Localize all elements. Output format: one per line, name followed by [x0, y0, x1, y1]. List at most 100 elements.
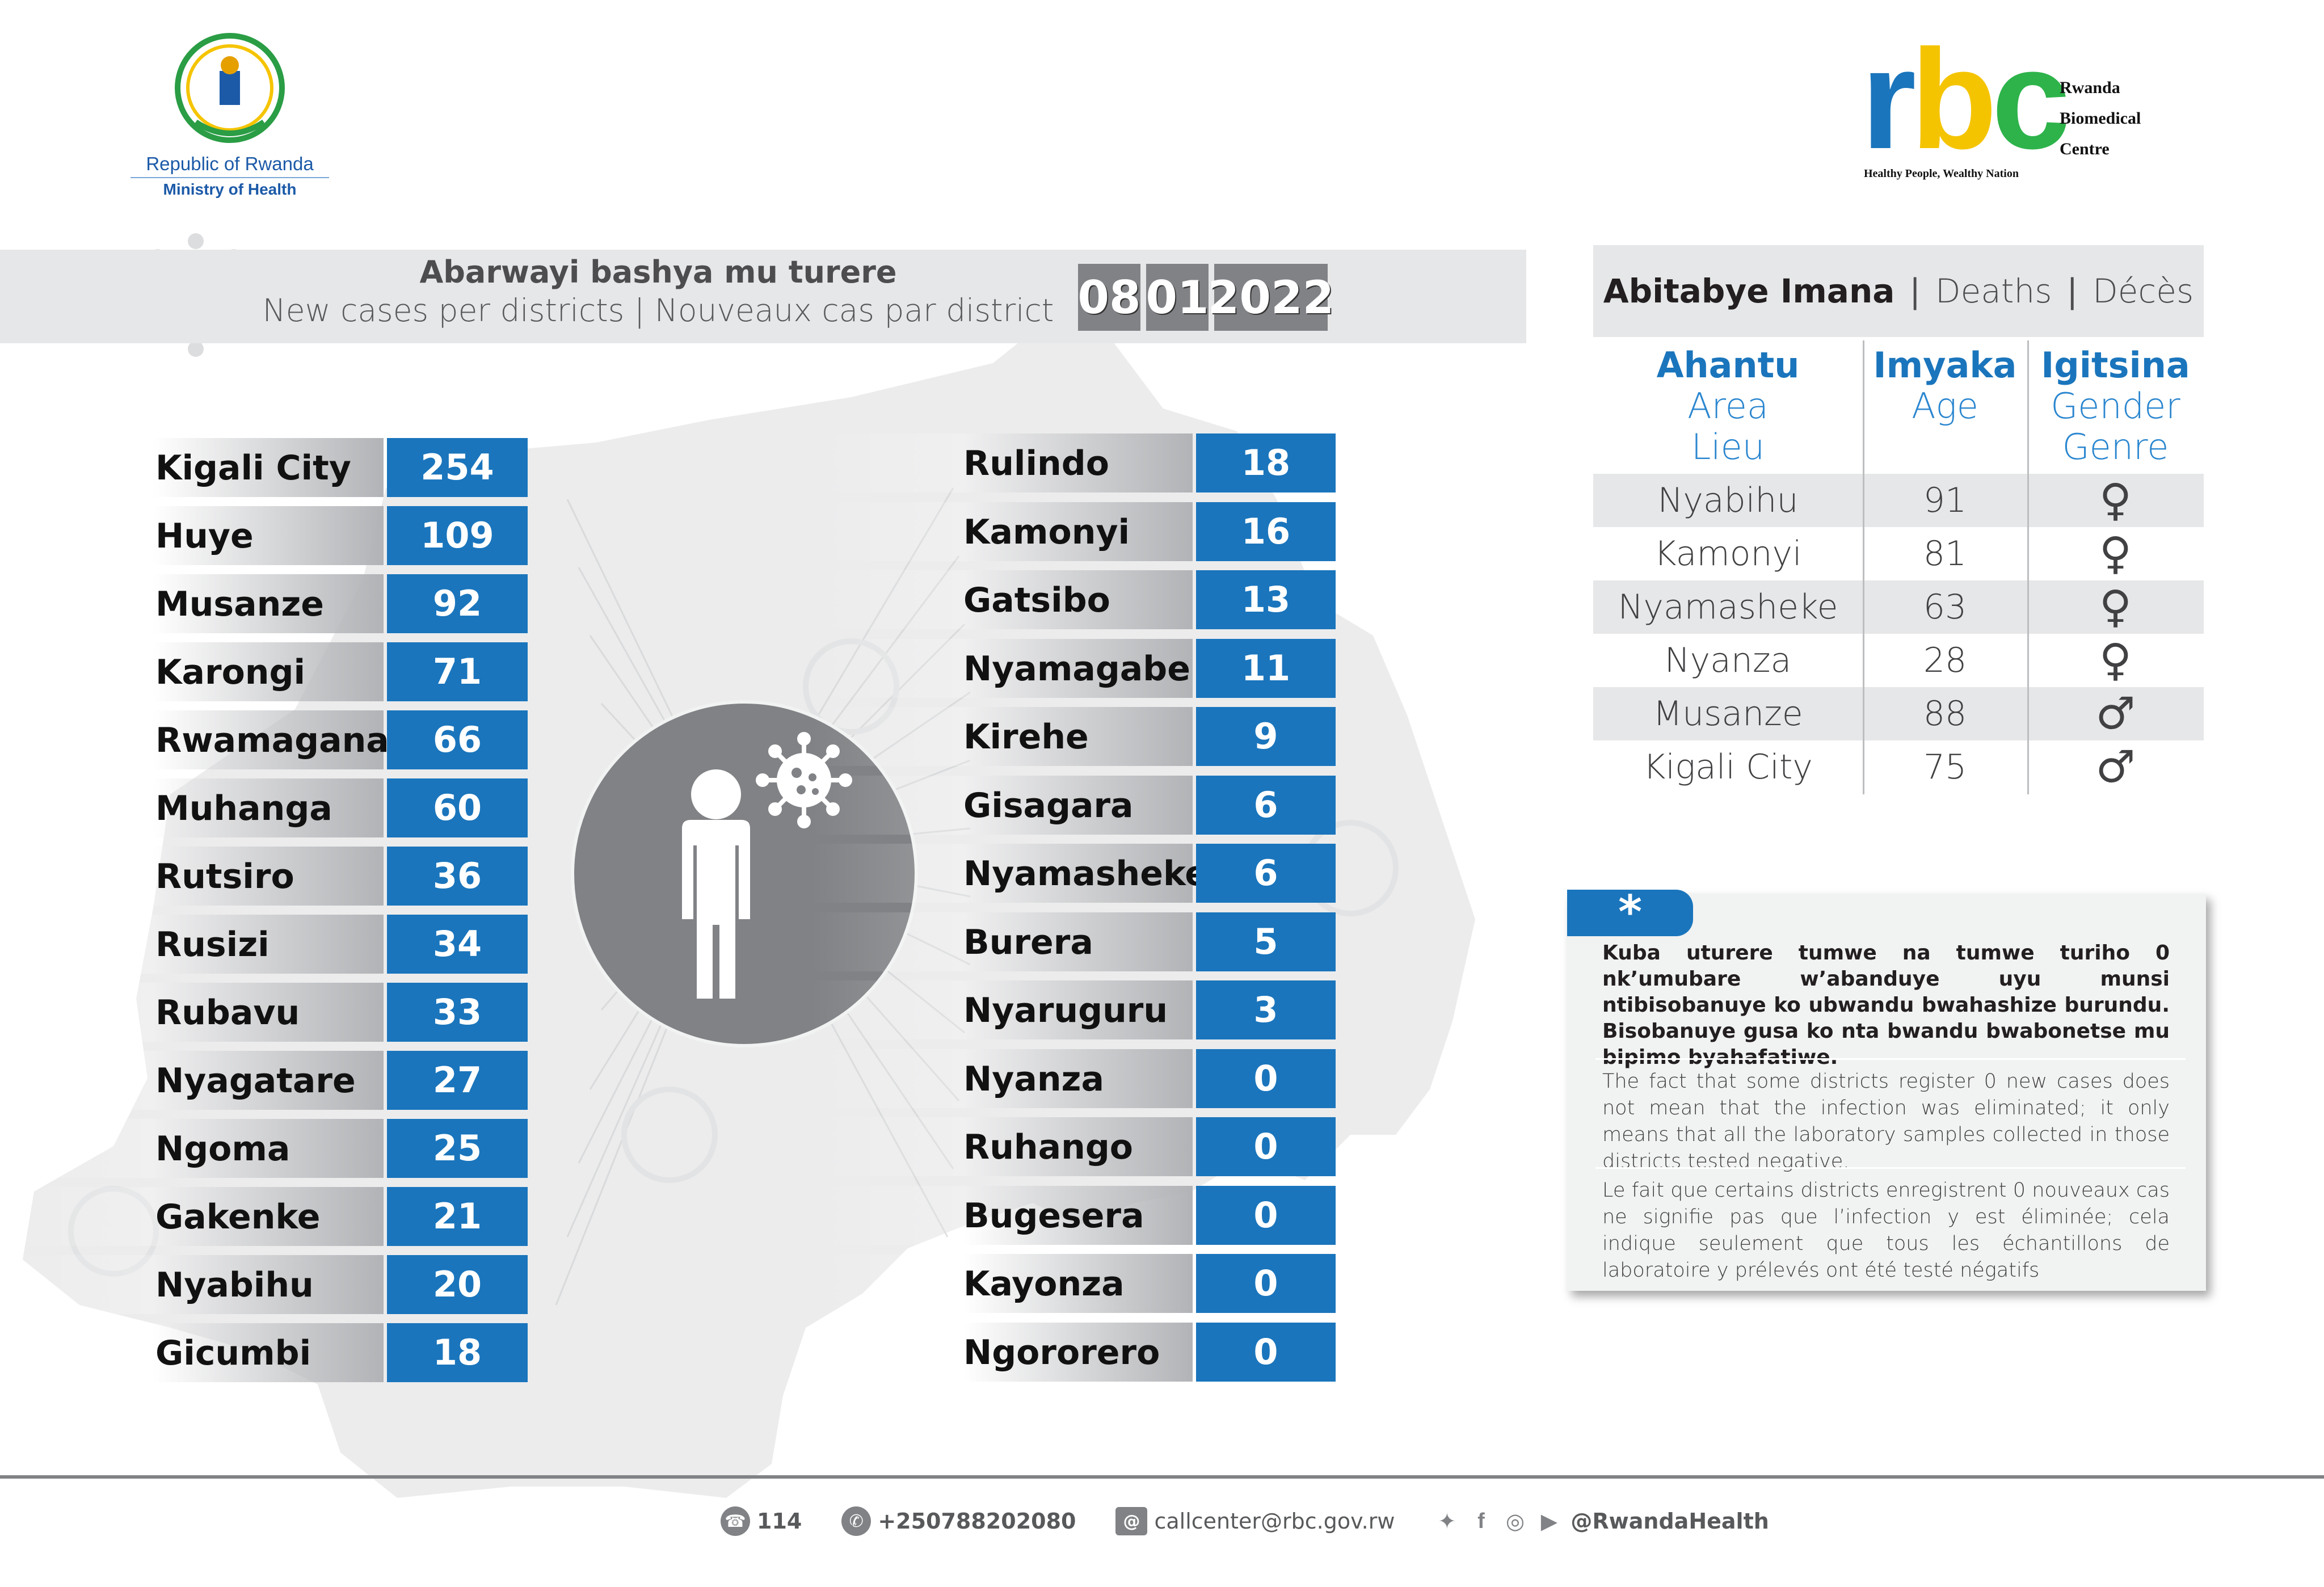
district-cases: 0	[1196, 1322, 1336, 1382]
district-cases: 13	[1196, 570, 1336, 629]
death-gender-icon: ♀	[2099, 528, 2132, 579]
district-row: Kayonza 0	[811, 1254, 1336, 1313]
twitter-icon[interactable]: ✦	[1438, 1509, 1456, 1534]
district-row: Karongi 71	[0, 642, 533, 701]
district-cases: 34	[387, 915, 528, 974]
district-name-cell	[811, 775, 1193, 835]
hotline[interactable]: ☎ 114	[721, 1506, 802, 1536]
district-name-cell	[0, 506, 384, 565]
title-kinyarwanda: Abarwayi bashya mu turere	[419, 254, 897, 290]
district-cases: 0	[1196, 1254, 1336, 1313]
district-name: Nyaruguru	[963, 991, 1168, 1030]
district-name-cell	[0, 1187, 384, 1246]
deaths-row: Kigali City 75 ♂	[1593, 740, 2204, 794]
note-french: Le fait que certains districts enregistr…	[1602, 1179, 2170, 1282]
district-row: Kigali City 254	[0, 438, 533, 497]
district-cases: 21	[387, 1187, 528, 1246]
district-cases: 20	[387, 1255, 528, 1314]
district-row: Gakenke 21	[0, 1187, 533, 1246]
district-cases: 92	[387, 574, 528, 633]
deaths-row: Nyanza 28 ♀	[1593, 634, 2204, 687]
death-gender-icon: ♀	[2099, 635, 2132, 686]
note-divider-1	[1595, 1058, 2186, 1060]
deaths-row: Nyabihu 91 ♀	[1593, 474, 2204, 527]
ministry-logo: Republic of Rwanda Ministry of Health	[130, 31, 329, 207]
death-area: Nyanza	[1664, 641, 1792, 680]
deaths-header-en: Deaths	[1935, 272, 2052, 310]
district-name: Ngoma	[155, 1129, 290, 1169]
district-cases: 27	[387, 1051, 528, 1110]
col-age-kin: Imyaka	[1873, 344, 2017, 386]
district-name-cell	[0, 778, 384, 837]
youtube-icon[interactable]: ▶	[1540, 1509, 1558, 1534]
whatsapp-number: +250788202080	[878, 1509, 1076, 1534]
death-age: 81	[1923, 534, 1967, 574]
col-gender-kin: Igitsina	[2041, 344, 2190, 386]
rbc-name-line1: Rwanda	[2060, 78, 2120, 97]
death-age: 28	[1923, 641, 1967, 680]
district-row: Kirehe 9	[811, 707, 1336, 766]
district-row: Rutsiro 36	[0, 847, 533, 906]
district-name-cell	[811, 1322, 1193, 1382]
district-name: Rubavu	[155, 993, 300, 1033]
district-row: Ngororero 0	[811, 1322, 1336, 1382]
death-gender-icon: ♂	[2095, 742, 2136, 793]
district-row: Nyagatare 27	[0, 1051, 533, 1110]
rbc-wordmark: rbc	[1861, 28, 2070, 170]
whatsapp[interactable]: ✆ +250788202080	[841, 1506, 1076, 1536]
deaths-header-kin: Abitabye Imana	[1603, 272, 1895, 310]
district-name-cell	[811, 707, 1193, 766]
district-name: Bugesera	[963, 1195, 1144, 1236]
district-name: Karongi	[155, 653, 306, 692]
rbc-tagline: Healthy People, Wealthy Nation	[1864, 167, 2019, 180]
col-area-kin: Ahantu	[1656, 344, 1800, 386]
district-row: Nyamagabe 11	[811, 638, 1336, 698]
district-row: Rulindo 18	[811, 433, 1336, 492]
district-cases: 9	[1196, 707, 1336, 766]
death-gender-icon: ♂	[2095, 688, 2136, 739]
district-cases: 0	[1196, 1117, 1336, 1176]
district-cases: 16	[1196, 502, 1336, 561]
death-age: 63	[1923, 587, 1967, 627]
district-name-cell	[0, 1255, 384, 1314]
date-month: 01	[1146, 264, 1209, 331]
district-cases: 18	[387, 1323, 528, 1382]
deaths-header-sep1: |	[1909, 272, 1921, 310]
district-name: Ruhango	[963, 1127, 1134, 1167]
district-name-cell	[811, 502, 1193, 561]
district-row: Nyanza 0	[811, 1049, 1336, 1108]
email[interactable]: @ callcenter@rbc.gov.rw	[1115, 1507, 1395, 1535]
district-cases: 71	[387, 642, 528, 701]
social-handle: @RwandaHealth	[1571, 1509, 1769, 1534]
district-name: Gisagara	[963, 785, 1134, 826]
district-name-cell	[811, 433, 1193, 492]
death-area: Musanze	[1653, 694, 1803, 734]
district-row: Nyabihu 20	[0, 1255, 533, 1314]
instagram-icon[interactable]: ◎	[1505, 1509, 1525, 1534]
facebook-icon[interactable]: f	[1477, 1509, 1485, 1533]
death-age: 75	[1923, 747, 1967, 787]
deaths-col-divider-2	[2027, 340, 2029, 794]
deaths-row: Musanze 88 ♂	[1593, 687, 2204, 740]
district-name-cell	[811, 1049, 1193, 1108]
district-name: Rwamagana	[155, 721, 389, 760]
zero-cases-note: Kuba uturere tumwe na tumwe turiho 0 nk’…	[1567, 894, 2206, 1291]
district-name-cell	[0, 1119, 384, 1178]
district-name: Rusizi	[155, 925, 270, 965]
district-name-cell	[0, 574, 384, 633]
death-area: Kamonyi	[1654, 534, 1802, 574]
district-name: Nyabihu	[155, 1265, 314, 1305]
district-cases: 33	[387, 983, 528, 1042]
district-name-cell	[0, 642, 384, 701]
title-en-fr: New cases per districts | Nouveaux cas p…	[262, 292, 1054, 329]
district-cases: 0	[1196, 1049, 1336, 1108]
district-name-cell	[811, 1185, 1193, 1245]
death-age: 88	[1923, 694, 1967, 734]
social-links[interactable]: ✦ f ◎ ▶ @RwandaHealth	[1434, 1509, 1769, 1534]
death-gender-icon: ♀	[2099, 475, 2132, 526]
col-header-gender: Igitsina Gender Genre	[2027, 345, 2204, 468]
district-row: Nyaruguru 3	[811, 980, 1336, 1039]
district-cases: 6	[1196, 844, 1336, 903]
deaths-header-sep2: |	[2066, 272, 2078, 310]
col-header-age: Imyaka Age	[1863, 345, 2027, 427]
